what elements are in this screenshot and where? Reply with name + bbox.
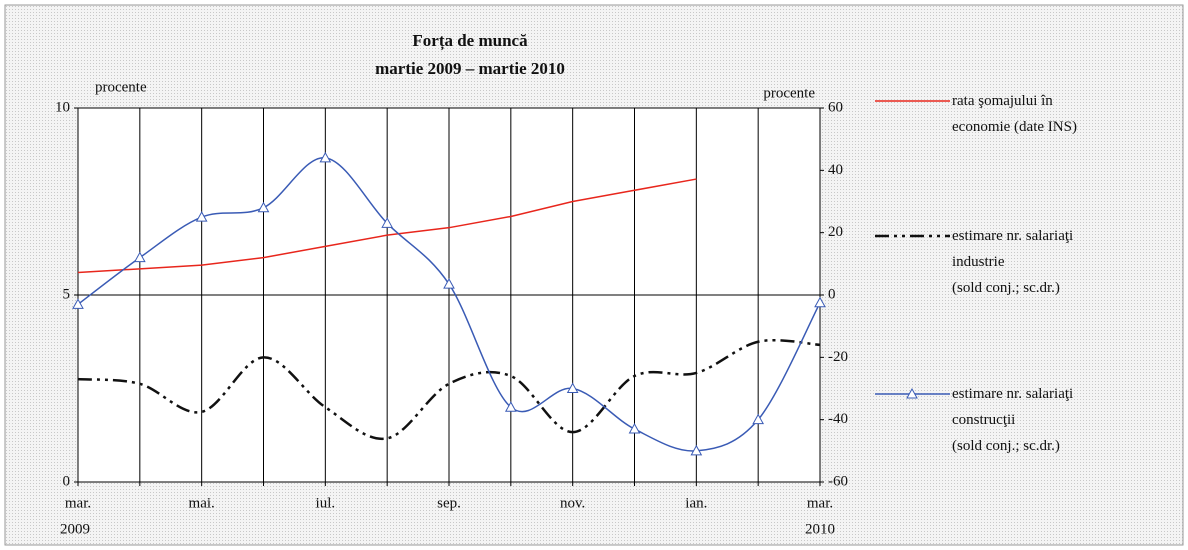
y2-tick-label: 60 [828,99,843,115]
y2-axis-label: procente [763,85,815,101]
series-marker [319,151,332,163]
legend-marker [906,387,918,399]
series-marker [814,296,826,308]
series-marker [566,382,579,393]
series-marker [195,211,208,222]
y2-tick-label: -20 [828,349,848,365]
chart-subtitle: martie 2009 – martie 2010 [375,59,565,78]
series-marker [628,422,641,434]
x-tick-label: sep. [437,495,461,511]
x-tick-label: mar. [807,495,833,511]
y-tick-label: 5 [63,286,71,302]
x-tick-label: ian. [685,495,707,511]
legend-label: estimare nr. salariaţi industrie (sold c… [952,228,1074,296]
series-line [77,178,697,274]
x-tick-label: iul. [316,495,336,511]
y-axis-label: procente [95,79,147,95]
legend-label: rata şomajului în economie (date INS) [952,93,1077,135]
series-marker [133,251,146,263]
x-tick-year: 2009 [60,521,90,537]
series-marker [257,201,270,213]
series-marker [690,444,703,456]
series-marker [752,413,765,425]
series-marker [72,298,84,309]
x-tick-label: mai. [189,495,215,511]
y2-tick-label: 0 [828,286,836,302]
y-tick-label: 10 [55,99,70,115]
y2-tick-label: -40 [828,411,848,427]
x-tick-year: 2010 [805,521,835,537]
series-line [77,338,821,441]
series-marker [443,278,455,289]
series-marker [504,401,517,412]
y2-tick-label: -60 [828,473,848,489]
x-tick-label: nov. [560,495,585,511]
chart-title: Forța de muncă [412,31,528,51]
series-marker [381,217,394,228]
y2-tick-label: 40 [828,162,843,178]
x-tick-label: mar. [65,495,91,511]
legend-label: estimare nr. salariaţi construcţii (sold… [952,386,1074,454]
y2-tick-label: 20 [828,224,843,240]
y-tick-label: 0 [63,473,71,489]
